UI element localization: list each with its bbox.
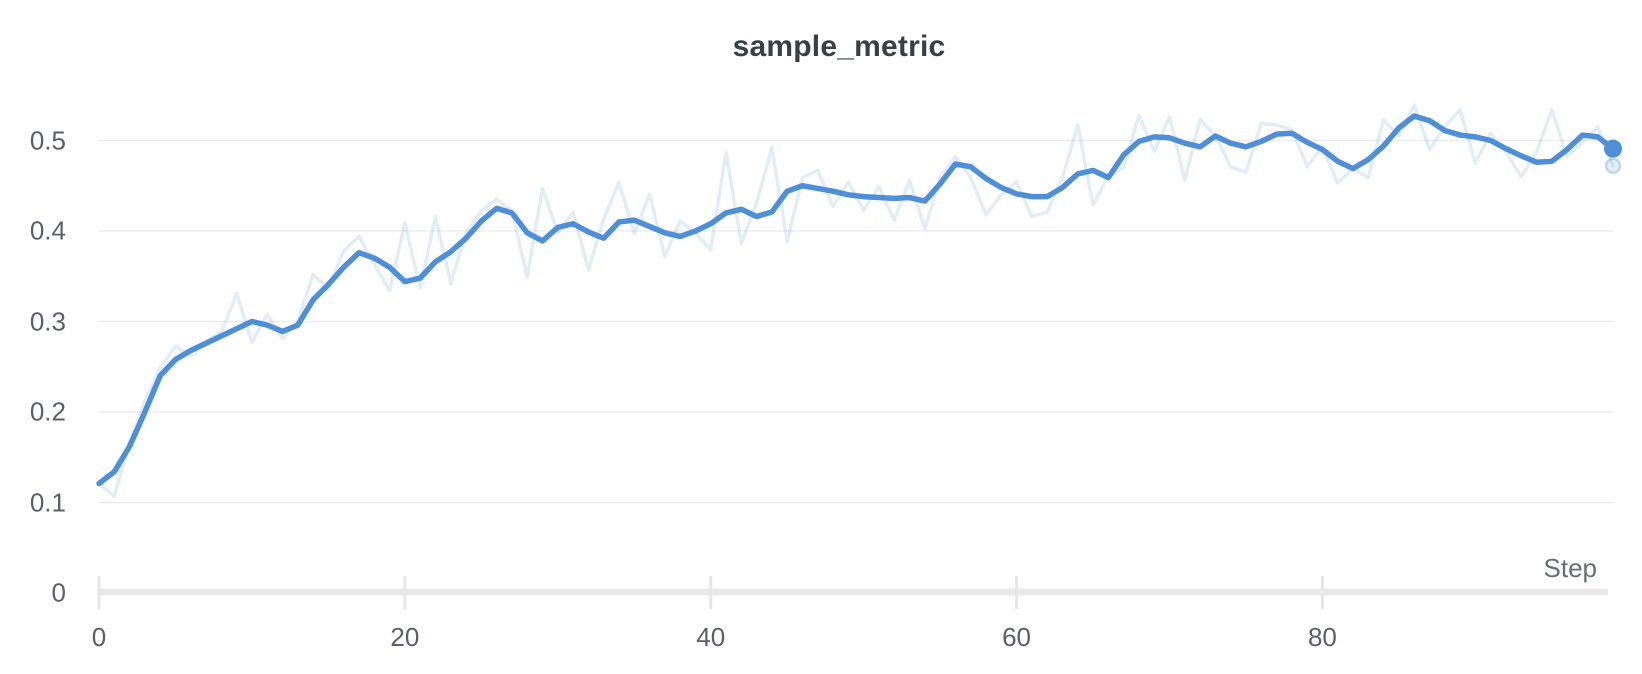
chart-title: sample_metric: [732, 30, 946, 63]
y-tick-label: 0.2: [29, 396, 66, 427]
x-tick-label: 40: [696, 622, 726, 652]
y-tick-label: 0.4: [29, 215, 66, 246]
x-tick-mark: [1320, 576, 1324, 609]
x-tick-label: 60: [1002, 622, 1032, 652]
y-tick-label: 0.1: [29, 487, 66, 517]
x-tick-mark: [1015, 576, 1019, 609]
x-tick-mark: [709, 576, 713, 609]
x-tick-mark: [97, 576, 101, 609]
x-axis-title: Step: [1543, 553, 1598, 583]
x-tick-label: 80: [1307, 622, 1337, 652]
raw-series-line: [97, 103, 1615, 498]
x-tick-mark: [403, 576, 407, 609]
y-tick-label: 0: [51, 577, 66, 608]
x-tick-label: 20: [390, 622, 420, 652]
raw-endpoint-dot: [1604, 157, 1622, 175]
y-tick-label: 0.5: [29, 125, 66, 155]
smoothed-series-line: [96, 113, 1616, 487]
x-axis-band: [99, 588, 1608, 596]
y-tick-label: 0.3: [29, 306, 66, 336]
x-tick-label: 0: [91, 622, 107, 652]
smoothed-endpoint-dot: [1604, 139, 1622, 158]
